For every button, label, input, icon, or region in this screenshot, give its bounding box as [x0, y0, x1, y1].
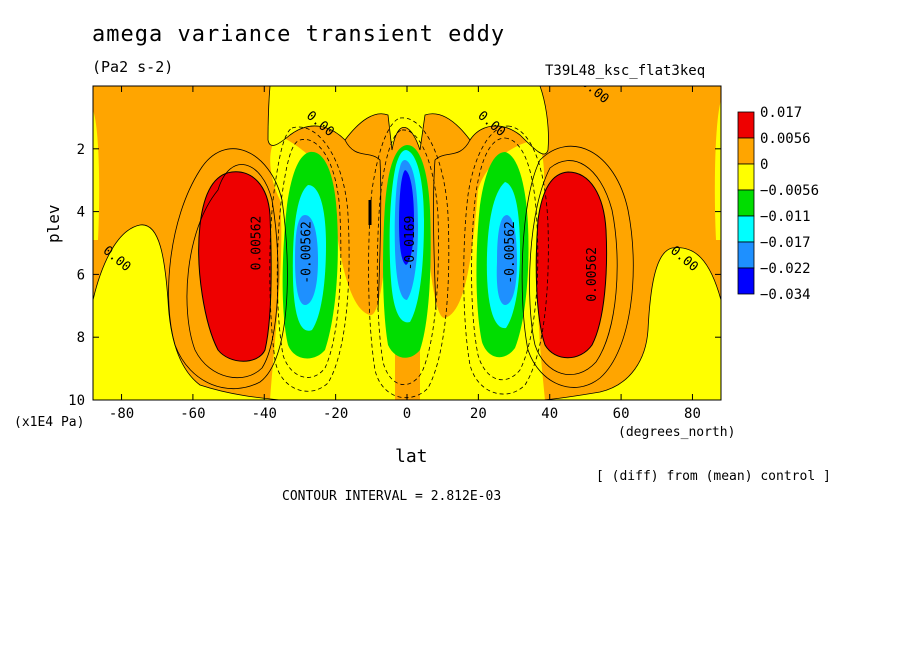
legend-label: −0.022 — [760, 261, 811, 277]
legend-label: 0.017 — [760, 105, 802, 121]
legend-swatch — [737, 111, 755, 139]
x-tick-label: 60 — [613, 406, 630, 422]
x-tick-label: -60 — [180, 406, 205, 422]
x-tick-label: -40 — [252, 406, 277, 422]
legend-label: −0.011 — [760, 209, 811, 225]
legend-swatch — [737, 189, 755, 217]
y-tick-label: 8 — [77, 330, 85, 346]
yellow-strip-east — [714, 100, 721, 240]
chart-title: amega variance transient eddy — [92, 22, 506, 47]
yellow-region-southwest — [93, 224, 280, 400]
darkblue-min-equator — [399, 170, 414, 265]
legend-label: 0 — [760, 157, 768, 173]
legend-label: −0.034 — [760, 287, 811, 303]
y-axis-unit: (x1E4 Pa) — [14, 415, 85, 430]
red-max-south — [198, 171, 272, 362]
color-legend: 0.017 0.0056 0 −0.0056 −0.011 −0.017 −0.022 −0.… — [737, 105, 819, 303]
diff-note: [ (diff) from (mean) control ] — [596, 469, 831, 484]
y-tick-label: 2 — [77, 142, 85, 158]
yellow-region-northeast — [540, 247, 721, 400]
blue-min-north — [496, 215, 517, 305]
yellow-strip-west — [93, 110, 100, 240]
contour-label: -0.00562 — [503, 221, 518, 284]
x-tick-label: -20 — [323, 406, 348, 422]
dashed-contours — [269, 117, 549, 399]
chart-units: (Pa2 s-2) — [92, 58, 174, 76]
x-tick-label: 0 — [403, 406, 411, 422]
legend-label: −0.017 — [760, 235, 811, 251]
legend-swatch — [737, 137, 755, 165]
legend-label: −0.0056 — [760, 183, 819, 199]
legend-swatch — [737, 215, 755, 243]
y-tick-label: 4 — [77, 205, 85, 221]
contour-interval: CONTOUR INTERVAL = 2.812E-03 — [282, 489, 502, 504]
x-tick-label: 20 — [470, 406, 487, 422]
run-id: T39L48_ksc_flat3keq — [545, 63, 706, 79]
x-axis-unit: (degrees_north) — [618, 425, 736, 440]
blue-min-south — [295, 215, 318, 305]
solid-contours — [93, 86, 721, 400]
x-axis-label: lat — [395, 446, 428, 467]
legend-swatch — [737, 241, 755, 269]
red-max-north — [535, 171, 608, 359]
plot-area: 0.000.00 0.000.00 0.000.005620.00562-0.005… — [93, 86, 721, 400]
x-axis-ticks: -80 -60 -40 -20 0 20 40 60 80 — [109, 86, 701, 422]
contour-label: 0.00562 — [585, 247, 600, 302]
contour-label: -0.0169 — [403, 216, 418, 271]
x-tick-label: 40 — [541, 406, 558, 422]
contour-label: -0.00562 — [300, 221, 315, 284]
legend-label: 0.0056 — [760, 131, 811, 147]
legend-swatch — [737, 267, 755, 295]
legend-swatch — [737, 163, 755, 191]
y-tick-label: 10 — [68, 393, 85, 409]
x-tick-label: 80 — [684, 406, 701, 422]
contour-label: 0.00562 — [250, 216, 265, 271]
x-tick-label: -80 — [109, 406, 134, 422]
y-tick-label: 6 — [77, 267, 85, 283]
y-axis-ticks: 2 4 6 8 10 — [68, 142, 721, 409]
yellow-band-top — [268, 86, 549, 155]
